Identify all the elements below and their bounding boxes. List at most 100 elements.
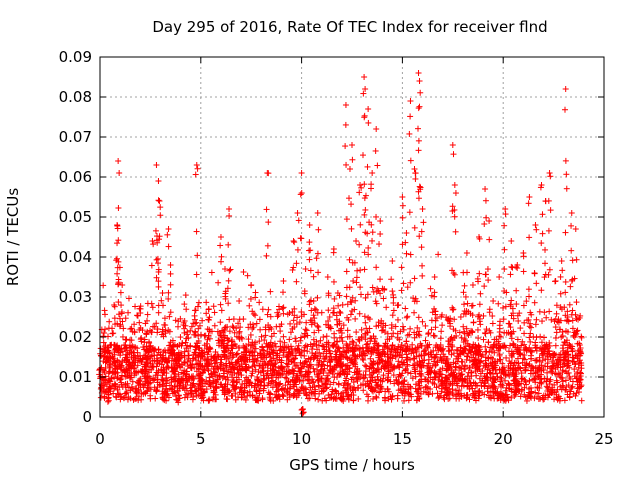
data-point-cluster (525, 293, 532, 300)
data-point-cluster (247, 295, 254, 302)
data-point-cluster (406, 130, 413, 137)
background-point (196, 360, 203, 367)
background-point (229, 323, 236, 330)
background-point (446, 395, 453, 402)
data-point-cluster (403, 338, 410, 345)
background-point (362, 294, 369, 301)
background-point (203, 357, 210, 364)
background-point (411, 334, 418, 341)
background-point (323, 321, 330, 328)
background-point (345, 380, 352, 387)
background-point (341, 379, 348, 386)
data-point-cluster (485, 277, 492, 284)
background-point (310, 378, 317, 385)
data-point (156, 198, 163, 204)
background-point (453, 380, 460, 387)
data-point-cluster (547, 173, 554, 180)
background-point (227, 266, 234, 273)
data-point (572, 226, 579, 232)
background-point (154, 372, 161, 379)
background-point (211, 322, 218, 329)
background-point (153, 388, 160, 395)
background-point (498, 381, 505, 388)
background-point (515, 360, 522, 367)
data-point-cluster (153, 256, 160, 263)
background-point (253, 320, 260, 327)
background-point (127, 387, 134, 394)
background-point (549, 384, 556, 391)
background-point (415, 331, 422, 338)
data-point (361, 74, 368, 80)
background-point (577, 345, 584, 352)
background-point (523, 381, 530, 388)
background-point (441, 396, 448, 403)
background-point (132, 344, 139, 351)
background-point (314, 346, 321, 353)
background-point (376, 350, 383, 357)
background-point (539, 350, 546, 357)
background-point (303, 319, 310, 326)
background-point (159, 383, 166, 390)
background-point (333, 361, 340, 368)
data-point-cluster (293, 278, 300, 285)
data-point (153, 162, 160, 168)
background-point (510, 315, 517, 322)
background-point (452, 393, 459, 400)
background-point (362, 319, 369, 326)
data-point (294, 210, 301, 216)
data-point-cluster (418, 244, 425, 251)
background-point (185, 335, 192, 342)
background-point (456, 387, 463, 394)
background-point (331, 295, 338, 302)
background-point (256, 363, 263, 370)
data-point-cluster (377, 230, 384, 237)
background-point (206, 374, 213, 381)
background-point (267, 288, 274, 295)
background-point (252, 345, 259, 352)
background-point (374, 373, 381, 380)
background-point (430, 332, 437, 339)
background-point (435, 395, 442, 402)
background-point (295, 342, 302, 349)
background-point (184, 342, 191, 349)
data-point-cluster (361, 266, 368, 273)
data-point-cluster (217, 319, 224, 326)
background-point (305, 377, 312, 384)
background-point (409, 375, 416, 382)
background-point (203, 360, 210, 367)
data-point (324, 274, 331, 280)
data-point (532, 222, 539, 228)
data-point (526, 194, 533, 200)
background-point (528, 367, 535, 374)
background-point (125, 309, 132, 316)
background-point (507, 342, 514, 349)
background-point (576, 379, 583, 386)
data-point-cluster (526, 234, 533, 241)
background-point (154, 329, 161, 336)
background-point (567, 283, 574, 290)
data-point (508, 238, 515, 244)
background-point (237, 385, 244, 392)
background-point (298, 384, 305, 391)
data-point-cluster (520, 253, 527, 260)
background-point (175, 318, 182, 325)
background-point (248, 372, 255, 379)
data-point-cluster (373, 213, 380, 220)
background-point (163, 397, 170, 404)
background-point (290, 383, 297, 390)
background-point (308, 319, 315, 326)
data-point (302, 266, 309, 272)
data-point-cluster (342, 143, 349, 150)
background-point (422, 350, 429, 357)
background-point (568, 384, 575, 391)
data-point-cluster (298, 189, 305, 196)
background-point (578, 397, 585, 404)
data-point-cluster (525, 200, 532, 207)
background-point (503, 384, 510, 391)
background-point (362, 336, 369, 343)
background-point (344, 301, 351, 308)
background-point (526, 377, 533, 384)
background-point (566, 374, 573, 381)
background-point (560, 347, 567, 354)
data-point-cluster (364, 163, 371, 170)
